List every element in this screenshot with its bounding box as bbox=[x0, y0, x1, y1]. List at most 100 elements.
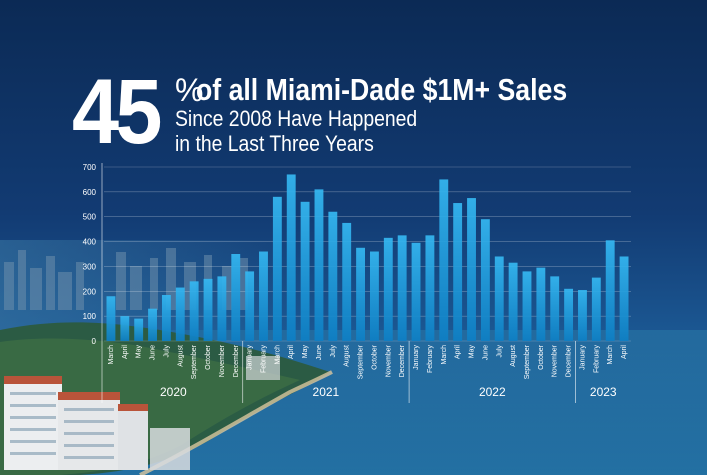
x-tick-label: April bbox=[122, 345, 129, 359]
bar bbox=[189, 281, 199, 341]
bar bbox=[550, 276, 560, 341]
x-tick-label: December bbox=[233, 344, 240, 377]
x-tick-label: March bbox=[274, 345, 281, 365]
headline-subtitle-line-2: in the Last Three Years bbox=[175, 131, 374, 156]
x-tick-label: August bbox=[510, 345, 517, 367]
bar bbox=[328, 211, 338, 341]
y-tick-label: 200 bbox=[83, 287, 97, 296]
bar bbox=[480, 219, 490, 341]
bar bbox=[134, 318, 144, 341]
bar bbox=[369, 251, 379, 341]
bar bbox=[300, 201, 310, 341]
x-tick-label: June bbox=[482, 345, 489, 360]
x-axis-month-labels: March April May June July August September Octo… bbox=[108, 344, 628, 379]
bar bbox=[397, 235, 407, 341]
bar bbox=[411, 242, 421, 341]
x-tick-label: March bbox=[607, 345, 614, 365]
y-tick-label: 400 bbox=[83, 238, 97, 247]
bar bbox=[148, 308, 157, 341]
year-label: 2020 bbox=[160, 385, 187, 399]
x-tick-label: March bbox=[108, 345, 115, 365]
x-tick-label: May bbox=[469, 345, 476, 359]
y-axis-ticks: 0 100 200 300 400 500 600 700 bbox=[83, 163, 97, 346]
bar bbox=[578, 290, 587, 341]
x-tick-label: June bbox=[316, 345, 323, 360]
x-tick-label: December bbox=[566, 344, 573, 377]
bar bbox=[439, 179, 449, 341]
bar bbox=[494, 256, 504, 341]
gridlines bbox=[101, 163, 631, 403]
bar bbox=[508, 262, 518, 341]
y-tick-label: 600 bbox=[83, 188, 97, 197]
y-tick-label: 0 bbox=[92, 337, 97, 346]
bar bbox=[605, 240, 615, 341]
year-label: 2021 bbox=[313, 385, 340, 399]
x-tick-label: January bbox=[247, 345, 254, 370]
x-axis-year-groups: 2020 2021 2022 2023 bbox=[160, 341, 617, 403]
x-tick-label: August bbox=[344, 345, 351, 367]
x-tick-label: September bbox=[524, 344, 531, 379]
bar bbox=[536, 267, 546, 341]
x-tick-label: October bbox=[538, 344, 545, 370]
x-tick-label: May bbox=[136, 345, 143, 359]
headline-subtitle-line-1: Since 2008 Have Happened bbox=[175, 106, 418, 131]
x-tick-label: July bbox=[163, 345, 170, 358]
bars bbox=[106, 174, 629, 341]
x-tick-label: February bbox=[427, 345, 434, 374]
bar bbox=[161, 295, 171, 341]
bar bbox=[383, 237, 393, 341]
y-tick-label: 700 bbox=[83, 163, 97, 172]
year-label: 2022 bbox=[479, 385, 506, 399]
x-tick-label: April bbox=[621, 345, 628, 359]
x-tick-label: December bbox=[399, 344, 406, 377]
x-tick-label: April bbox=[288, 345, 295, 359]
y-tick-label: 500 bbox=[83, 213, 97, 222]
x-tick-label: October bbox=[371, 344, 378, 370]
bar bbox=[217, 276, 227, 341]
x-tick-label: November bbox=[219, 344, 226, 377]
x-tick-label: May bbox=[302, 345, 309, 359]
bar bbox=[106, 296, 116, 341]
x-tick-label: June bbox=[150, 345, 157, 360]
x-tick-label: September bbox=[191, 344, 198, 379]
year-label: 2023 bbox=[590, 385, 617, 399]
x-tick-label: November bbox=[552, 344, 559, 377]
bar bbox=[453, 203, 463, 341]
y-tick-label: 100 bbox=[83, 312, 97, 321]
bar bbox=[619, 256, 629, 341]
bar bbox=[231, 254, 241, 341]
x-tick-label: October bbox=[205, 344, 212, 370]
bar bbox=[467, 198, 476, 341]
x-tick-label: July bbox=[330, 345, 337, 358]
x-tick-label: November bbox=[385, 344, 392, 377]
bar bbox=[272, 196, 282, 341]
x-tick-label: July bbox=[496, 345, 503, 358]
x-tick-label: January bbox=[413, 345, 420, 370]
y-tick-label: 300 bbox=[83, 262, 97, 271]
bar bbox=[175, 287, 185, 341]
x-tick-label: August bbox=[177, 345, 184, 367]
x-tick-label: September bbox=[358, 344, 365, 379]
bar bbox=[342, 222, 352, 341]
x-tick-label: February bbox=[260, 345, 267, 374]
headline-title: of all Miami-Dade $1M+ Sales bbox=[196, 72, 568, 107]
headline-percent-sign: % bbox=[175, 72, 204, 108]
bar bbox=[356, 247, 366, 341]
x-tick-label: March bbox=[441, 345, 448, 365]
bar bbox=[120, 316, 130, 341]
bar bbox=[564, 288, 574, 341]
x-tick-label: April bbox=[455, 345, 462, 359]
x-tick-label: January bbox=[579, 345, 586, 370]
bar bbox=[286, 174, 296, 341]
x-tick-label: February bbox=[593, 345, 600, 374]
headline-number: 45 bbox=[72, 61, 162, 163]
bar bbox=[245, 271, 255, 341]
bar bbox=[522, 271, 532, 341]
bar bbox=[314, 189, 324, 341]
bar bbox=[591, 277, 601, 341]
bar bbox=[425, 235, 435, 341]
bar bbox=[203, 278, 213, 341]
